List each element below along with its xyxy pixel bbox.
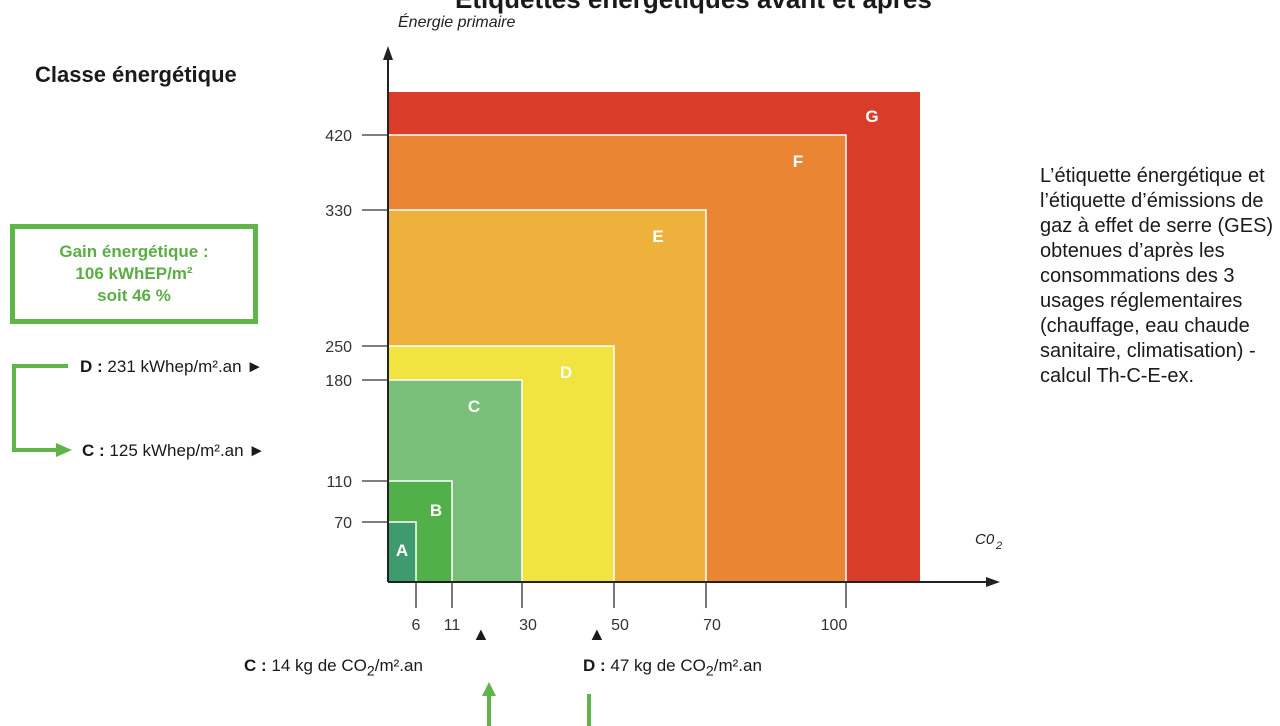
x-tick-label: 30 bbox=[519, 617, 537, 634]
energy-after-class: C : bbox=[82, 441, 105, 460]
x-tick-label: 100 bbox=[821, 617, 848, 634]
y-axis-title: Énergie primaire bbox=[398, 14, 516, 31]
x-axis-title: C0 bbox=[975, 531, 995, 548]
x-axis-arrowhead bbox=[986, 577, 1000, 587]
y-tick-label: 110 bbox=[326, 474, 352, 491]
ges-before-prefix: 47 kg de CO bbox=[610, 656, 706, 675]
class-e-label: E bbox=[652, 227, 663, 246]
x-tick-label: 11 bbox=[444, 617, 461, 634]
class-d-label: D bbox=[560, 363, 572, 382]
energy-transition-arrowhead bbox=[56, 443, 72, 457]
energy-after-value: 125 kWhep/m².an ► bbox=[109, 441, 266, 460]
ges-before-suffix: /m².an bbox=[713, 656, 762, 675]
page-title-fragment: Étiquettes énergétiques avant et après bbox=[455, 0, 932, 15]
y-tick-label: 70 bbox=[334, 515, 352, 532]
ges-before-marker: ▲ bbox=[588, 624, 606, 644]
class-f-label: F bbox=[793, 152, 803, 171]
gain-line-1: Gain énergétique : bbox=[59, 242, 209, 261]
gain-line-2: 106 kWhEP/m² bbox=[75, 264, 193, 283]
y-axis-arrowhead bbox=[383, 46, 393, 60]
energy-before-class: D : bbox=[80, 357, 103, 376]
ges-before-label: D : 47 kg de CO2/m².an bbox=[583, 656, 762, 679]
energy-before-value: 231 kWhep/m².an ► bbox=[107, 357, 264, 376]
x-tick-label: 70 bbox=[703, 617, 721, 634]
energy-gain-box: Gain énergétique : 106 kWhEP/m² soit 46 … bbox=[10, 224, 258, 324]
y-tick-label: 420 bbox=[325, 128, 352, 145]
side-description: L’étiquette énergétique et l’étiquette d… bbox=[1040, 165, 1274, 387]
class-b-label: B bbox=[430, 501, 442, 520]
ges-after-prefix: 14 kg de CO bbox=[271, 656, 367, 675]
ges-before-class: D : bbox=[583, 656, 606, 675]
class-a-label: A bbox=[396, 541, 408, 560]
x-axis-title-sub: 2 bbox=[995, 540, 1002, 552]
energy-class-heading: Classe énergétique bbox=[35, 62, 237, 87]
y-tick-label: 330 bbox=[325, 203, 352, 220]
ges-after-marker: ▲ bbox=[472, 624, 490, 644]
y-tick-label: 250 bbox=[325, 339, 352, 356]
energy-transition-arrow bbox=[12, 364, 68, 452]
ges-after-class: C : bbox=[244, 656, 267, 675]
y-tick-label: 180 bbox=[325, 373, 352, 390]
energy-after-label: C : 125 kWhep/m².an ► bbox=[82, 441, 265, 461]
x-tick-label: 50 bbox=[611, 617, 629, 634]
class-c-label: C bbox=[468, 397, 480, 416]
gain-line-3: soit 46 % bbox=[97, 286, 171, 305]
ges-after-sub: 2 bbox=[366, 663, 375, 680]
x-tick-label: 6 bbox=[412, 617, 421, 634]
ges-after-suffix: /m².an bbox=[374, 656, 423, 675]
ges-after-label: C : 14 kg de CO2/m².an bbox=[244, 656, 423, 679]
ges-before-sub: 2 bbox=[705, 663, 714, 680]
energy-before-label: D : 231 kWhep/m².an ► bbox=[80, 357, 263, 377]
class-g-label: G bbox=[865, 107, 878, 126]
co2-after-arrowhead bbox=[482, 682, 496, 696]
